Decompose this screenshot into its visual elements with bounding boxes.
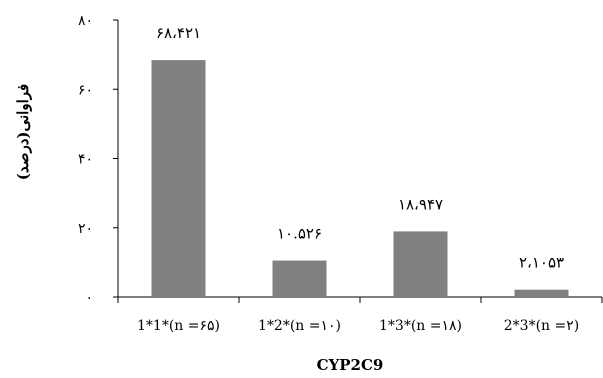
data-labels: ۶۸،۴۲۱ ۱۰.۵۲۶ ۱۸،۹۴۷ ۲،۱۰۵۳ — [156, 24, 564, 272]
category-label: 1*1*(n =۶۵) — [137, 318, 220, 334]
category-label: 2*3*(n =۲) — [504, 318, 579, 334]
bars — [151, 60, 569, 298]
bar — [151, 60, 206, 298]
y-tick-label: ۸۰ — [78, 13, 93, 29]
data-label: ۲،۱۰۵۳ — [519, 254, 564, 272]
y-tick-label: ۲۰ — [78, 221, 93, 237]
y-tick-label: ۶۰ — [78, 82, 93, 98]
bar — [272, 260, 327, 297]
y-tick-label: ۴۰ — [78, 152, 93, 168]
category-label: 1*3*(n =۱۸) — [379, 318, 462, 334]
bar — [393, 231, 448, 297]
y-axis-title: فراوانی(درصد) — [14, 84, 32, 180]
y-ticks: ۰ ۲۰ ۴۰ ۶۰ ۸۰ — [78, 13, 118, 306]
x-ticks — [117, 297, 603, 303]
data-label: ۱۰.۵۲۶ — [277, 225, 322, 243]
y-tick-label: ۰ — [85, 290, 93, 306]
category-labels: 1*1*(n =۶۵) 1*2*(n =۱۰) 1*3*(n =۱۸) 2*3*(n … — [137, 318, 579, 334]
x-axis-title: CYP2C9 — [317, 356, 384, 374]
data-label: ۶۸،۴۲۱ — [156, 24, 201, 42]
category-label: 1*2*(n =۱۰) — [258, 318, 341, 334]
data-label: ۱۸،۹۴۷ — [398, 195, 443, 213]
bar — [514, 289, 569, 297]
